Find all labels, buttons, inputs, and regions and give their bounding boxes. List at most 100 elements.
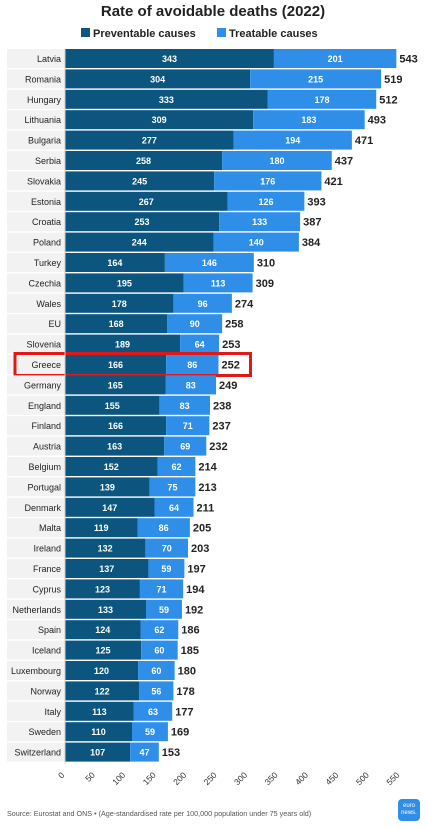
bar-preventable [65,457,158,476]
legend-label-treatable: Treatable causes [229,28,318,40]
total-label: 178 [176,686,194,698]
value-label-preventable: 168 [109,319,124,329]
bar-row-portugal: Portugal 139 75 213 [7,477,217,497]
bar-treatable [233,130,352,150]
category-label: Turkey [34,258,62,268]
category-label: France [33,564,61,574]
total-label: 238 [213,400,231,412]
total-label: 197 [187,564,205,576]
category-label: EU [48,319,61,329]
row-label-bg [7,151,65,170]
value-label-treatable: 62 [171,462,181,472]
category-label: Greece [31,360,61,370]
row-label-bg [7,518,65,538]
value-label-treatable: 64 [195,340,205,350]
value-label-treatable: 133 [252,217,267,227]
category-label: Switzerland [14,748,61,758]
row-label-bg [7,559,65,578]
category-label: Spain [38,625,61,635]
value-label-treatable: 75 [167,482,177,492]
bar-preventable [65,579,140,599]
bar-treatable [164,436,207,456]
value-label-preventable: 139 [100,482,115,492]
row-label-bg [7,110,65,130]
x-tick-label: 200 [171,770,188,787]
bar-preventable [65,518,138,538]
bar-row-romania: Romania 304 215 519 [7,69,402,89]
value-label-treatable: 71 [157,584,167,594]
category-label: Slovenia [26,340,61,350]
value-label-treatable: 113 [211,278,226,288]
row-label-bg [7,69,65,89]
value-label-preventable: 125 [96,646,111,656]
bar-row-belgium: Belgium 152 62 214 [7,457,218,476]
value-label-treatable: 176 [260,176,275,186]
row-label-bg [7,355,65,374]
category-label: Ireland [33,544,61,554]
row-label-bg [7,130,65,150]
value-label-treatable: 86 [187,360,197,370]
value-label-preventable: 258 [136,156,151,166]
x-tick-label: 500 [354,770,371,787]
total-label: 192 [185,604,203,616]
bar-preventable [65,273,184,293]
bar-row-eu: EU 168 90 258 [7,314,244,334]
total-label: 214 [198,462,217,474]
bar-treatable [173,293,232,313]
value-label-preventable: 113 [92,707,107,717]
bar-preventable [65,232,214,252]
total-label: 232 [209,441,227,453]
total-label: 249 [219,380,237,392]
value-label-preventable: 147 [102,503,117,513]
value-label-preventable: 133 [98,605,113,615]
bar-treatable [139,579,184,599]
value-label-treatable: 69 [180,442,190,452]
row-label-bg [7,722,65,742]
bar-treatable [132,722,168,742]
category-label: Malta [39,523,61,533]
category-label: Germany [24,380,62,390]
row-label-bg [7,314,65,334]
bar-preventable [65,151,223,170]
x-tick-label: 400 [293,770,310,787]
total-label: 253 [222,339,240,351]
bar-row-latvia: Latvia 343 201 543 [7,49,418,68]
total-label: 384 [302,237,321,249]
bar-row-estonia: Estonia 267 126 393 [7,191,326,211]
bar-preventable [65,49,274,68]
bar-row-slovakia: Slovakia 245 176 421 [7,171,343,191]
source-note: Source: Eurostat and ONS • (Age-standard… [7,809,312,818]
total-label: 471 [355,135,373,147]
total-label: 421 [324,176,342,188]
row-label-bg [7,191,65,211]
x-tick-label: 50 [83,770,97,784]
value-label-treatable: 146 [202,258,217,268]
bar-preventable [65,253,165,272]
bar-preventable [65,293,174,313]
bar-row-poland: Poland 244 140 384 [7,232,321,252]
bar-preventable [65,395,160,415]
bar-treatable [138,661,175,680]
x-tick-label: 0 [56,770,67,781]
row-label-bg [7,334,65,354]
x-tick-label: 450 [323,770,340,787]
category-label: Cyprus [32,584,61,594]
value-label-preventable: 110 [91,727,106,737]
total-label: 310 [257,258,275,270]
bar-preventable [65,477,150,497]
bar-preventable [65,212,220,232]
row-label-bg [7,89,65,109]
category-label: Belgium [28,462,61,472]
category-label: Norway [30,686,61,696]
bar-preventable [65,701,134,721]
chart-title: Rate of avoidable deaths (2022) [101,3,325,20]
bar-row-italy: Italy 113 63 177 [7,701,194,721]
bar-treatable [137,518,190,538]
value-label-preventable: 343 [162,54,177,64]
bar-treatable [213,232,299,252]
value-label-treatable: 83 [180,401,190,411]
bar-row-malta: Malta 119 86 205 [7,518,211,538]
value-label-treatable: 63 [148,707,158,717]
category-label: Lithuania [24,115,61,125]
